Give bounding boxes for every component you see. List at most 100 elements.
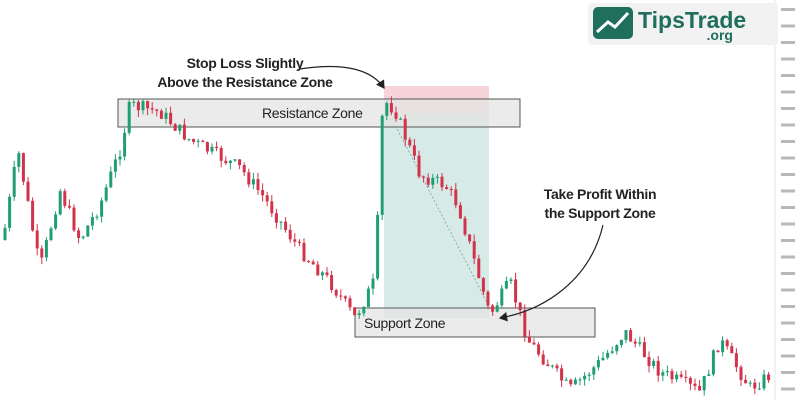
candle-body — [389, 103, 393, 113]
candle-body — [118, 156, 122, 160]
candle-body — [629, 330, 633, 342]
candle-body — [228, 160, 232, 164]
candle-body — [100, 200, 104, 217]
candle-body — [555, 365, 559, 369]
candle-body — [17, 153, 21, 167]
axis-label-placeholder — [781, 156, 795, 160]
axis-label-placeholder — [781, 371, 795, 374]
resistance-label: Resistance Zone — [262, 105, 363, 121]
candle-body — [435, 176, 439, 178]
candle-body — [431, 177, 435, 185]
candle-body — [454, 189, 458, 206]
candle-body — [293, 239, 297, 242]
candle-body — [707, 374, 711, 376]
candle-body — [615, 345, 619, 352]
candle-body — [500, 288, 504, 306]
candle-body — [624, 330, 628, 340]
candle-body — [366, 288, 370, 307]
candle-body — [472, 241, 476, 259]
axis-label-placeholder — [781, 272, 795, 275]
candle-body — [224, 160, 228, 164]
candle-body — [288, 229, 292, 240]
candle-body — [596, 360, 600, 368]
candle-body — [362, 306, 366, 314]
axis-label-placeholder — [781, 57, 795, 61]
candle-body — [601, 357, 605, 361]
candle-body — [408, 139, 412, 146]
price-axis-labels — [781, 8, 795, 391]
candle-body — [113, 159, 117, 172]
axis-label-placeholder — [781, 107, 795, 110]
candle-body — [481, 278, 485, 292]
candle-body — [63, 191, 67, 206]
candle-body — [532, 342, 536, 345]
candle-body — [564, 379, 568, 381]
candle-body — [670, 371, 674, 380]
candle-body — [665, 371, 669, 373]
axis-label-placeholder — [781, 255, 795, 259]
candle-body — [509, 279, 513, 281]
candle-body — [141, 101, 145, 111]
candle-body — [123, 132, 127, 157]
axis-label-placeholder — [781, 305, 795, 308]
candle-body — [684, 376, 688, 378]
axis-label-placeholder — [781, 222, 795, 226]
candle-body — [573, 379, 577, 385]
candle-body — [550, 365, 554, 367]
candle-body — [739, 367, 743, 380]
candle-body — [12, 166, 16, 197]
candle-body — [748, 382, 752, 384]
candle-body — [744, 379, 748, 384]
candle-body — [265, 195, 269, 202]
candle-body — [491, 305, 495, 312]
candle-body — [8, 196, 12, 228]
candle-body — [196, 140, 200, 142]
axis-label-placeholder — [781, 123, 795, 127]
candle-body — [247, 172, 251, 185]
axis-label-placeholder — [781, 41, 795, 44]
candle-body — [675, 374, 679, 380]
candle-body — [26, 181, 30, 201]
candle-body — [86, 225, 90, 237]
candle-body — [546, 364, 550, 367]
candle-body — [753, 382, 757, 389]
candle-body — [394, 112, 398, 119]
candle-body — [297, 241, 301, 243]
candle-body — [302, 242, 306, 262]
candle-body — [702, 375, 706, 391]
logo-name: TipsTrade — [638, 7, 746, 33]
candle-body — [127, 101, 131, 133]
candle-body — [504, 280, 508, 289]
candle-body — [205, 142, 209, 152]
candle-body — [187, 138, 191, 140]
candle-body — [537, 344, 541, 355]
candle-body — [486, 291, 490, 306]
axis-label-placeholder — [781, 354, 795, 358]
candle-body — [67, 205, 71, 208]
candle-body — [95, 216, 99, 218]
axis-label-placeholder — [781, 338, 795, 341]
stop-loss-note: Stop Loss Slightly — [187, 55, 304, 71]
candle-body — [560, 368, 564, 381]
axis-label-placeholder — [781, 321, 795, 325]
axis-label-placeholder — [781, 8, 795, 11]
candle-body — [284, 221, 288, 230]
candle-body — [330, 275, 334, 291]
candle-body — [81, 236, 85, 238]
candle-body — [334, 290, 338, 296]
candle-body — [339, 295, 343, 297]
candle-body — [146, 101, 150, 109]
candle-body — [90, 217, 94, 226]
axis-label-placeholder — [781, 173, 795, 176]
candle-body — [569, 379, 573, 385]
candle-body — [523, 310, 527, 337]
candle-body — [385, 103, 389, 116]
candle-body — [242, 165, 246, 173]
candle-body — [201, 140, 205, 143]
logo-box — [588, 3, 778, 45]
candle-body — [325, 272, 329, 276]
resistance-zone — [117, 98, 521, 128]
take-profit-note: the Support Zone — [544, 205, 656, 221]
logo-icon-arrow — [595, 11, 630, 34]
take-profit-note: Take Profit Within — [544, 186, 656, 202]
